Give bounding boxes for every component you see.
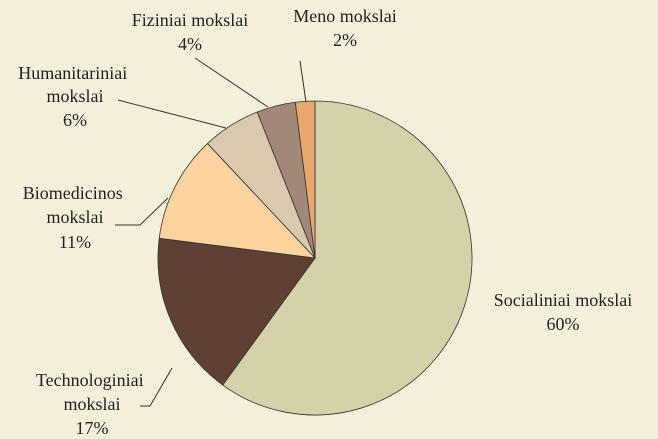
pie-slice <box>294 100 316 259</box>
slice-label: Technologiniai mokslai <box>36 370 148 414</box>
leader-line <box>115 197 169 226</box>
slice-value-label: 2% <box>333 30 357 50</box>
slice-label: Humanitariniai mokslai <box>18 63 131 106</box>
leader-line <box>299 60 307 103</box>
slice-label: Socialiniai mokslai <box>494 290 632 310</box>
slice-value-label: 60% <box>547 314 580 334</box>
slice-label: Fiziniai mokslai <box>132 10 249 30</box>
leader-line <box>117 99 227 129</box>
pie-slice <box>222 100 473 416</box>
slice-value-label: 17% <box>76 418 109 438</box>
slice-label: Biomedicinos mokslai <box>23 183 128 227</box>
pie-slice <box>157 237 316 386</box>
slice-value-label: 4% <box>178 34 202 54</box>
leader-line <box>194 57 269 108</box>
slice-value-label: 11% <box>59 232 91 252</box>
slice-value-label: 6% <box>63 110 87 130</box>
slice-label: Meno mokslai <box>293 6 397 26</box>
labels: Socialiniai mokslai 60% Technologiniai mok… <box>18 6 632 438</box>
pie <box>157 100 473 416</box>
leader-line <box>140 367 173 407</box>
pie-slice <box>158 142 317 259</box>
